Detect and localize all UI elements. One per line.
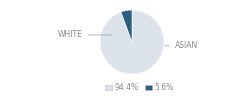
Wedge shape <box>100 10 164 74</box>
Text: ASIAN: ASIAN <box>164 41 198 50</box>
Legend: 94.4%, 5.6%: 94.4%, 5.6% <box>102 80 177 95</box>
Wedge shape <box>121 10 132 42</box>
Text: WHITE: WHITE <box>58 30 112 40</box>
